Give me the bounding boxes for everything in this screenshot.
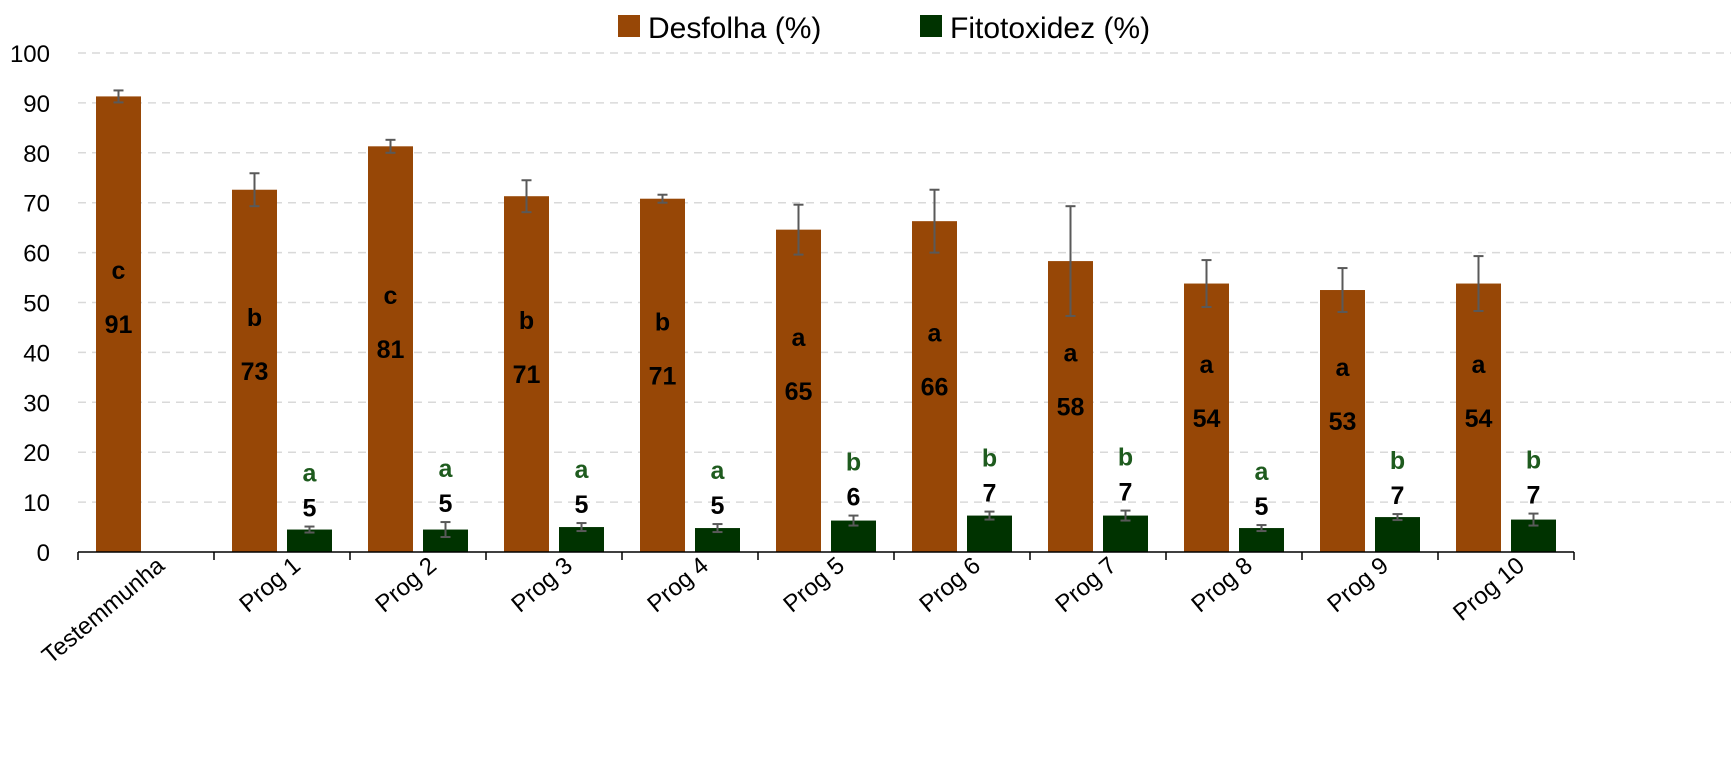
x-category-label: Prog 9 (1322, 552, 1394, 618)
sig-letter-fitotoxidez: b (1390, 447, 1405, 475)
bar-desfolha (1184, 283, 1229, 552)
sig-letter-fitotoxidez: a (303, 460, 318, 488)
value-label-fitotoxidez: 7 (1119, 479, 1133, 507)
bar-desfolha (96, 96, 141, 553)
sig-letter-fitotoxidez: b (1118, 444, 1133, 472)
y-tick-label: 50 (23, 291, 50, 318)
value-label-fitotoxidez: 5 (575, 491, 589, 519)
y-tick-label: 20 (23, 440, 50, 467)
x-category-label: Testemmunha (37, 552, 170, 670)
sig-letter-fitotoxidez: a (1255, 458, 1270, 486)
value-label-desfolha: 81 (377, 336, 405, 364)
y-axis-tick-labels: 0 10 20 30 40 50 60 70 80 90 100 (10, 41, 50, 567)
error-bars (113, 89, 1539, 539)
bar-fitotoxidez (1103, 515, 1148, 552)
legend-label-fitotoxidez: Fitotoxidez (%) (950, 12, 1150, 45)
bar-desfolha (504, 196, 549, 552)
x-category-label: Prog 4 (642, 552, 714, 618)
legend-swatch-desfolha (618, 15, 640, 37)
sig-letter-fitotoxidez: a (711, 457, 726, 485)
bar-desfolha (776, 229, 821, 552)
value-label-fitotoxidez: 5 (711, 492, 725, 520)
value-label-fitotoxidez: 5 (1255, 493, 1269, 521)
bar-fitotoxidez (695, 528, 740, 552)
sig-letter-desfolha: b (519, 307, 534, 335)
y-tick-label: 80 (23, 141, 50, 168)
bar-fitotoxidez (423, 529, 468, 552)
data-labels: 91 c 73 b 5 a 81 c 5 a 71 b 5 a 71 b 5 a 65 a 6 b 66 a 7 b 58 a 7 b 54… (105, 257, 1542, 522)
y-tick-label: 70 (23, 191, 50, 218)
x-category-label: Prog 7 (1050, 552, 1122, 618)
x-category-label: Prog 6 (914, 552, 986, 618)
bar-desfolha (232, 189, 277, 552)
value-label-desfolha: 66 (921, 374, 949, 402)
value-label-fitotoxidez: 6 (847, 484, 861, 512)
bar-desfolha (912, 221, 957, 552)
y-tick-label: 60 (23, 241, 50, 268)
value-label-fitotoxidez: 5 (439, 490, 453, 518)
bar-desfolha (368, 146, 413, 553)
legend-swatch-fitotoxidez (920, 15, 942, 37)
y-tick-label: 10 (23, 490, 50, 517)
value-label-fitotoxidez: 5 (303, 495, 317, 523)
sig-letter-fitotoxidez: a (439, 455, 454, 483)
sig-letter-desfolha: a (1336, 354, 1351, 382)
x-category-label: Prog 2 (370, 552, 442, 618)
sig-letter-desfolha: a (1200, 351, 1215, 379)
value-label-desfolha: 54 (1465, 405, 1493, 433)
legend: Desfolha (%) Fitotoxidez (%) (618, 12, 1150, 45)
value-label-desfolha: 91 (105, 311, 133, 339)
sig-letter-desfolha: c (384, 282, 398, 310)
x-axis (77, 551, 1575, 560)
x-category-label: Prog 1 (234, 552, 306, 618)
value-label-fitotoxidez: 7 (1391, 482, 1405, 510)
y-tick-label: 40 (23, 340, 50, 367)
gridlines (78, 52, 1731, 503)
x-category-label: Prog 3 (506, 552, 578, 618)
sig-letter-desfolha: b (247, 304, 262, 332)
value-label-desfolha: 58 (1057, 394, 1085, 422)
y-tick-label: 100 (10, 41, 50, 68)
sig-letter-desfolha: a (928, 320, 943, 348)
sig-letter-desfolha: a (1472, 351, 1487, 379)
sig-letter-desfolha: b (655, 308, 670, 336)
sig-letter-fitotoxidez: b (982, 445, 997, 473)
value-label-desfolha: 73 (241, 358, 269, 386)
x-category-label: Prog 5 (778, 552, 850, 618)
value-label-desfolha: 65 (785, 378, 813, 406)
bar-desfolha (640, 198, 685, 552)
y-tick-label: 90 (23, 91, 50, 118)
value-label-fitotoxidez: 7 (983, 480, 997, 508)
sig-letter-fitotoxidez: a (575, 456, 590, 484)
bar-desfolha (1320, 290, 1365, 552)
value-label-desfolha: 54 (1193, 405, 1221, 433)
bars (96, 96, 1556, 553)
sig-letter-desfolha: a (1064, 340, 1079, 368)
bar-fitotoxidez (967, 515, 1012, 552)
y-tick-label: 30 (23, 390, 50, 417)
x-axis-category-labels: Testemmunha Prog 1 Prog 2 Prog 3 Prog 4 Prog … (37, 552, 1530, 670)
bar-fitotoxidez (1239, 528, 1284, 552)
value-label-desfolha: 71 (649, 362, 677, 390)
x-category-label: Prog 8 (1186, 552, 1258, 618)
sig-letter-fitotoxidez: b (1526, 447, 1541, 475)
legend-label-desfolha: Desfolha (%) (648, 12, 821, 45)
x-category-label: Prog 10 (1448, 552, 1530, 627)
sig-letter-fitotoxidez: b (846, 449, 861, 477)
value-label-desfolha: 53 (1329, 408, 1357, 436)
sig-letter-desfolha: a (792, 324, 807, 352)
bar-fitotoxidez (1375, 517, 1420, 552)
bar-desfolha (1456, 283, 1501, 552)
bar-fitotoxidez (287, 529, 332, 552)
value-label-desfolha: 71 (513, 361, 541, 389)
value-label-fitotoxidez: 7 (1527, 482, 1541, 510)
sig-letter-desfolha: c (112, 257, 126, 285)
y-tick-label: 0 (37, 540, 50, 567)
